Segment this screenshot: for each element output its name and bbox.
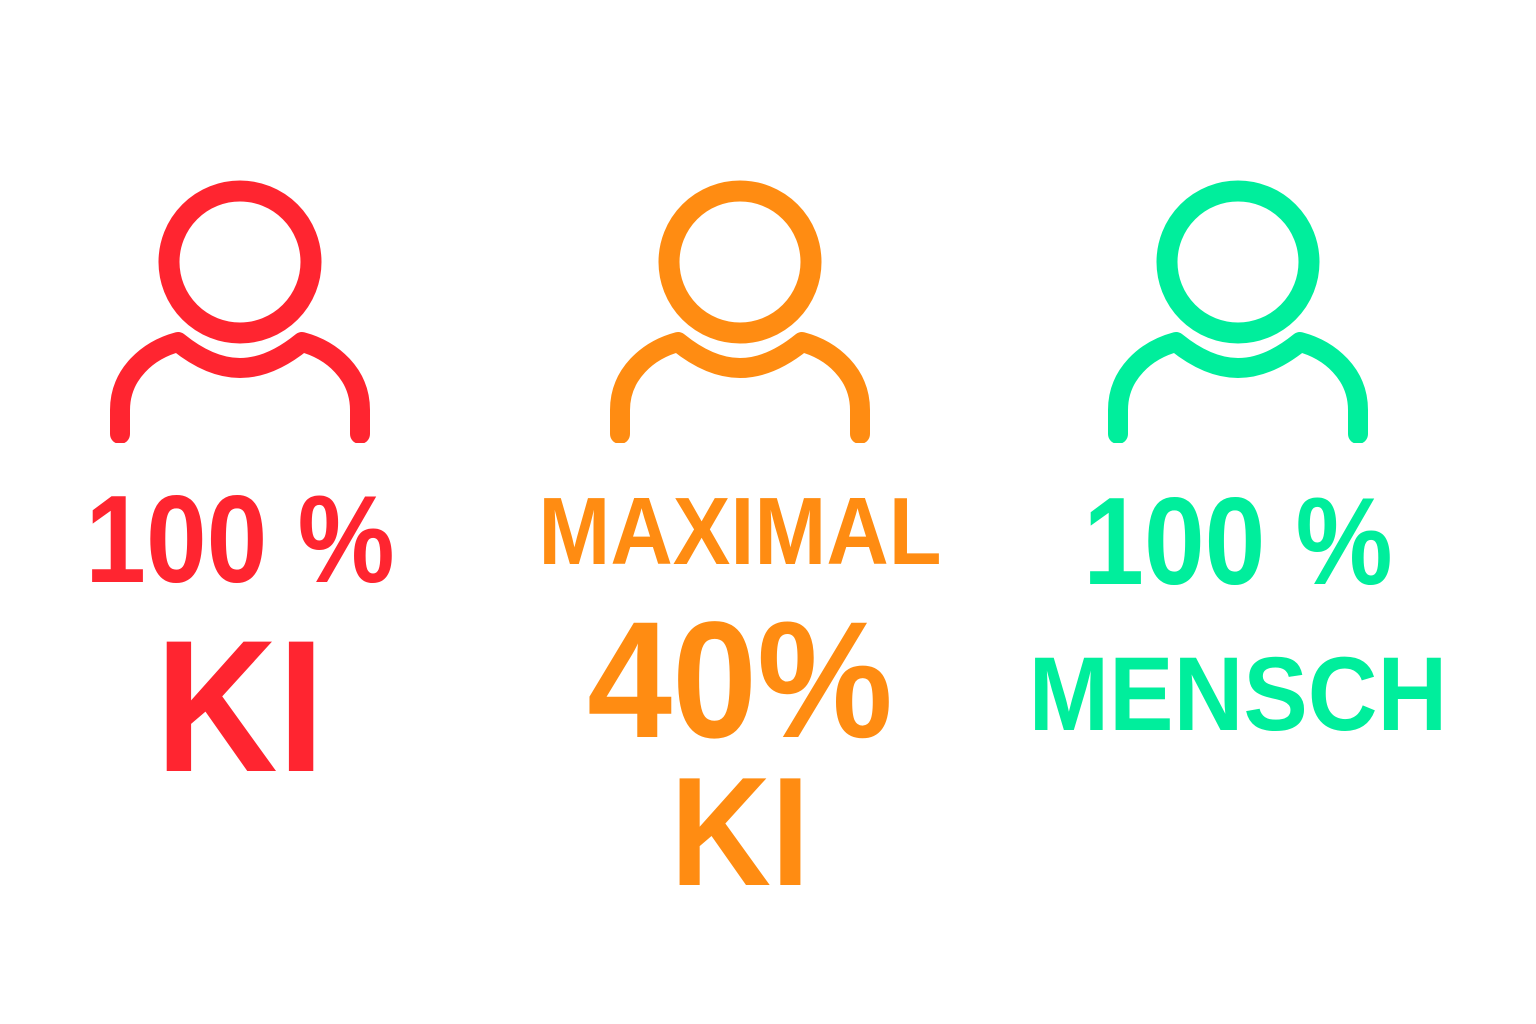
percent-label: 100 % <box>85 471 395 609</box>
person-icon <box>110 178 370 443</box>
column-human: 100 % MENSCH <box>988 0 1488 1024</box>
category-label: KI <box>155 601 325 811</box>
person-icon <box>1108 178 1368 443</box>
percent-label: 100 % <box>1083 473 1393 611</box>
column-ai: 100 % KI <box>0 0 490 1024</box>
percent-label: 40% <box>587 588 893 773</box>
person-icon <box>610 178 870 443</box>
category-label: KI <box>670 745 810 918</box>
qualifier-label: MAXIMAL <box>538 478 942 585</box>
column-mixed: MAXIMAL 40% KI <box>490 0 990 1024</box>
category-label: MENSCH <box>1028 636 1448 753</box>
